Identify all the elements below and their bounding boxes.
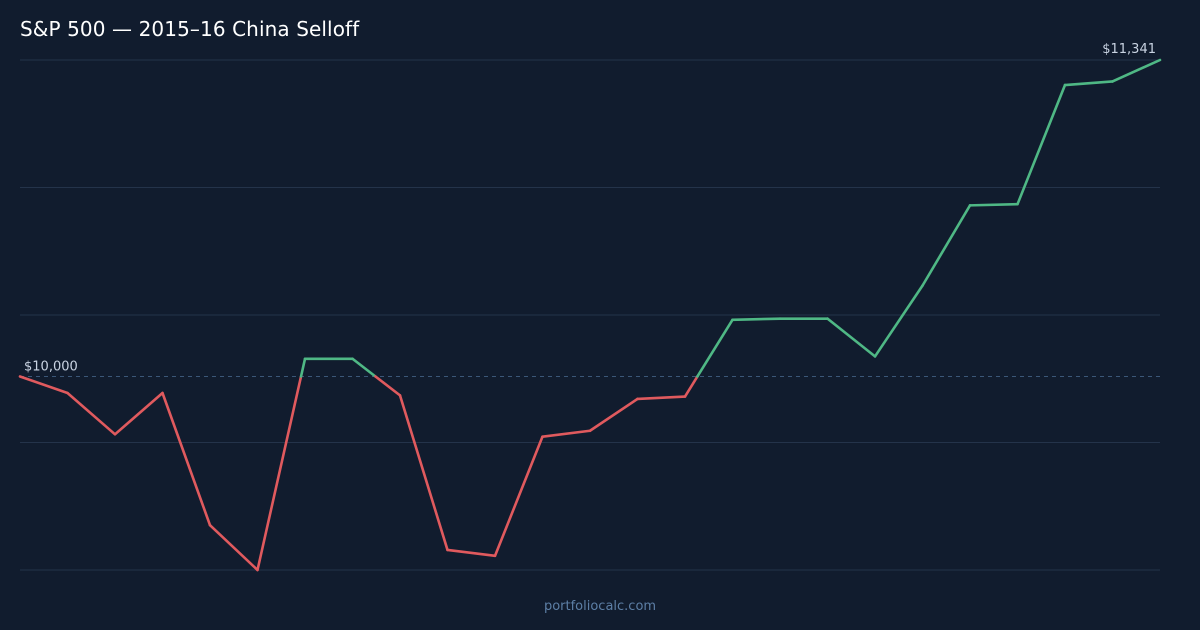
loss-segment bbox=[398, 394, 449, 552]
loss-segment bbox=[256, 375, 303, 572]
gain-segment bbox=[731, 317, 782, 322]
end-value-label: $11,341 bbox=[1102, 42, 1156, 57]
series-lines bbox=[18, 58, 1162, 572]
chart-labels: $10,000 $11,341 bbox=[24, 42, 1156, 374]
baseline-label: $10,000 bbox=[24, 359, 78, 374]
loss-segment bbox=[161, 391, 212, 527]
loss-segment bbox=[374, 375, 402, 397]
loss-segment bbox=[541, 429, 592, 438]
loss-segment bbox=[493, 435, 544, 558]
loss-segment bbox=[446, 548, 497, 558]
loss-segment bbox=[66, 391, 117, 436]
source-footer: portfoliocalc.com bbox=[543, 599, 657, 614]
chart-title: S&P 500 — 2015–16 China Selloff bbox=[20, 17, 360, 41]
gain-segment bbox=[1016, 83, 1067, 206]
gain-segment bbox=[696, 318, 734, 378]
gain-segment bbox=[921, 204, 972, 287]
loss-segment bbox=[636, 395, 687, 401]
gain-segment bbox=[826, 317, 877, 358]
loss-segment bbox=[588, 397, 639, 433]
gain-segment bbox=[873, 284, 924, 358]
loss-segment bbox=[208, 523, 259, 572]
gain-segment bbox=[299, 357, 307, 378]
loss-segment bbox=[683, 375, 699, 398]
gain-segment bbox=[1111, 58, 1162, 83]
loss-segment bbox=[113, 391, 164, 436]
gridlines bbox=[20, 59, 1160, 571]
gain-segment bbox=[351, 357, 377, 378]
gain-segment bbox=[968, 202, 1019, 207]
gain-segment bbox=[1063, 80, 1114, 87]
loss-segment bbox=[18, 375, 69, 395]
